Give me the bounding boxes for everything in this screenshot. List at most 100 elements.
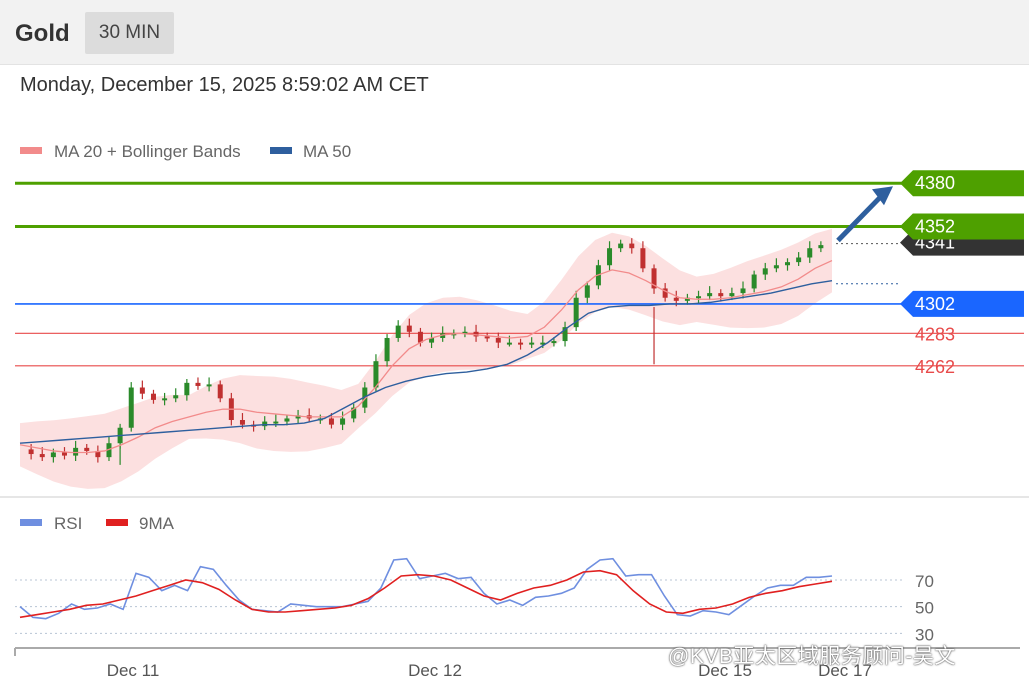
x-tick-dec-17: Dec 17 [818,661,872,680]
top-bar: Gold 30 MIN [0,0,1029,65]
symbol-title: Gold [15,20,70,47]
candle-body [762,268,768,275]
candle-body [162,398,168,401]
candle-body [729,293,735,297]
candle-body [340,418,346,425]
candle-body [518,342,524,345]
candle-body [84,447,90,451]
watermark: @KVB亚太区域服务顾问-吴文 [668,645,956,668]
candle-body [395,325,401,338]
candle-body [495,337,501,343]
candle-body [295,415,301,419]
candle-body [28,449,34,455]
ma50-legend-swatch [270,147,292,154]
rsi-legend-swatch [20,519,42,526]
candle-body [551,341,557,344]
candle-body [584,285,590,298]
price-tag-label-4380: 4380 [915,173,955,193]
candle-body [440,333,446,338]
candle-body [529,342,535,345]
candle-body [707,293,713,297]
candle-body [406,325,412,332]
candle-body [751,274,757,289]
candle-body [651,268,657,289]
candle-body [696,296,702,299]
candle-body [173,395,179,399]
candle-body [139,387,145,394]
candle-body [284,418,290,422]
ma9-legend-swatch [106,519,128,526]
x-tick-dec-11: Dec 11 [107,661,160,680]
ma9-legend-label: 9MA [139,514,175,533]
price-tag-label-4302: 4302 [915,294,955,314]
candle-body [184,382,190,396]
candle-body [562,327,568,342]
price-tag-4380 [900,170,1024,197]
candle-body [673,297,679,301]
candle-body [785,262,791,266]
target-arrow-shaft [836,190,887,243]
rsi-tick-70: 70 [915,572,934,591]
candle-body [50,452,56,458]
candle-body [662,288,668,298]
x-tick-dec-15: Dec 15 [698,661,752,680]
price-tag-4352-front [900,213,1024,240]
candle-body [462,331,468,334]
candle-body [384,337,390,362]
rsi-line [19,557,833,620]
timestamp: Monday, December 15, 2025 8:59:02 AM CET [20,74,429,96]
price-tag-label-4352-front: 4352 [915,217,955,237]
candle-body [150,393,156,400]
candle-body [273,421,279,424]
candle-body [195,382,201,386]
candle-body [484,336,490,339]
rsi-tick-30: 30 [915,625,934,644]
candle-body [473,331,479,337]
candle-body [629,243,635,249]
x-tick-dec-12: Dec 12 [408,661,462,680]
candle-body [239,420,245,425]
candle-body [351,407,357,419]
candle-body [106,443,112,458]
candle-body [773,265,779,269]
candle-body [796,257,802,263]
bollinger-legend-label: MA 20 + Bollinger Bands [54,142,241,161]
ma50-line [19,280,833,444]
candle-body [740,288,746,294]
rsi-tick-50: 50 [915,599,934,618]
candle-body [73,447,79,456]
candle-body [217,384,223,399]
candle-body [262,421,268,427]
9ma-line [19,569,833,619]
candle-body [417,331,423,343]
candle-body [506,342,512,345]
candle-body [128,387,134,428]
candle-body [807,248,813,258]
candle-body [95,450,101,458]
rsi-legend-label: RSI [54,514,82,533]
candle-body [61,452,67,456]
price-tag-4302 [900,290,1024,317]
bollinger-band-area [20,228,832,489]
candle-body [607,248,613,266]
candle-body [39,454,45,458]
candle-body [718,293,724,297]
candle-body [429,337,435,343]
level-label-4283: 4283 [915,324,955,344]
ma20-line [19,260,833,454]
target-arrow-head [872,186,893,206]
candle-body [640,248,646,269]
level-label-4262: 4262 [915,357,955,377]
candle-body [540,342,546,345]
candle-body [573,297,579,328]
timeframe-button[interactable]: 30 MIN [85,12,174,54]
candle-body [618,243,624,249]
candle-body [373,361,379,388]
candle-body [328,418,334,425]
candle-body [818,245,824,249]
candle-body [206,384,212,387]
ma50-legend-label: MA 50 [303,142,351,161]
candle-body [684,297,690,301]
bollinger-legend-swatch [20,147,42,154]
